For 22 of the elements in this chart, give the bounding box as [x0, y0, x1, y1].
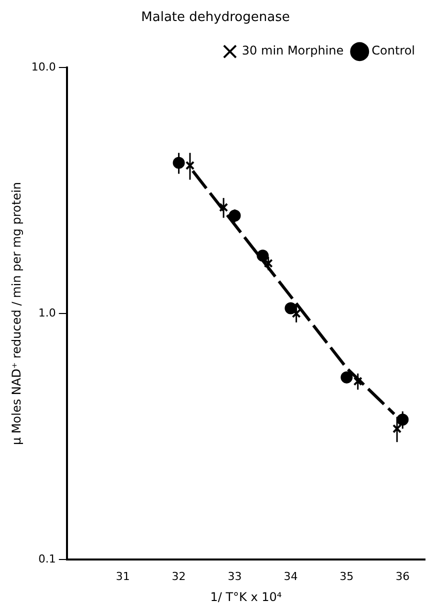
point	[353, 376, 362, 386]
y-tick-label: 0.1	[38, 552, 56, 566]
legend-label: Control	[372, 44, 416, 58]
x-tick-label: 35	[340, 570, 354, 583]
x-tick-label: 36	[396, 570, 410, 583]
point	[340, 371, 353, 384]
point	[264, 258, 273, 268]
point	[256, 250, 269, 262]
y-tick-label: 10.0	[31, 60, 56, 74]
chart-title: Malate dehydrogenase	[141, 10, 290, 26]
point	[219, 202, 228, 212]
x-tick-label: 33	[228, 570, 242, 583]
y-tick-label: 1.0	[38, 306, 56, 320]
x-tick-label: 31	[116, 570, 130, 583]
x-tick-label: 34	[284, 570, 298, 583]
legend-label: 30 min Morphine	[242, 44, 344, 58]
point	[292, 308, 301, 318]
x-tick-label: 32	[172, 570, 186, 583]
x-axis-title: 1/ T°K x 10⁴	[210, 590, 282, 604]
point	[392, 424, 402, 434]
y-axis-title: μ Moles NAD⁺ reduced / min per mg protein	[9, 182, 24, 446]
point	[185, 160, 195, 170]
